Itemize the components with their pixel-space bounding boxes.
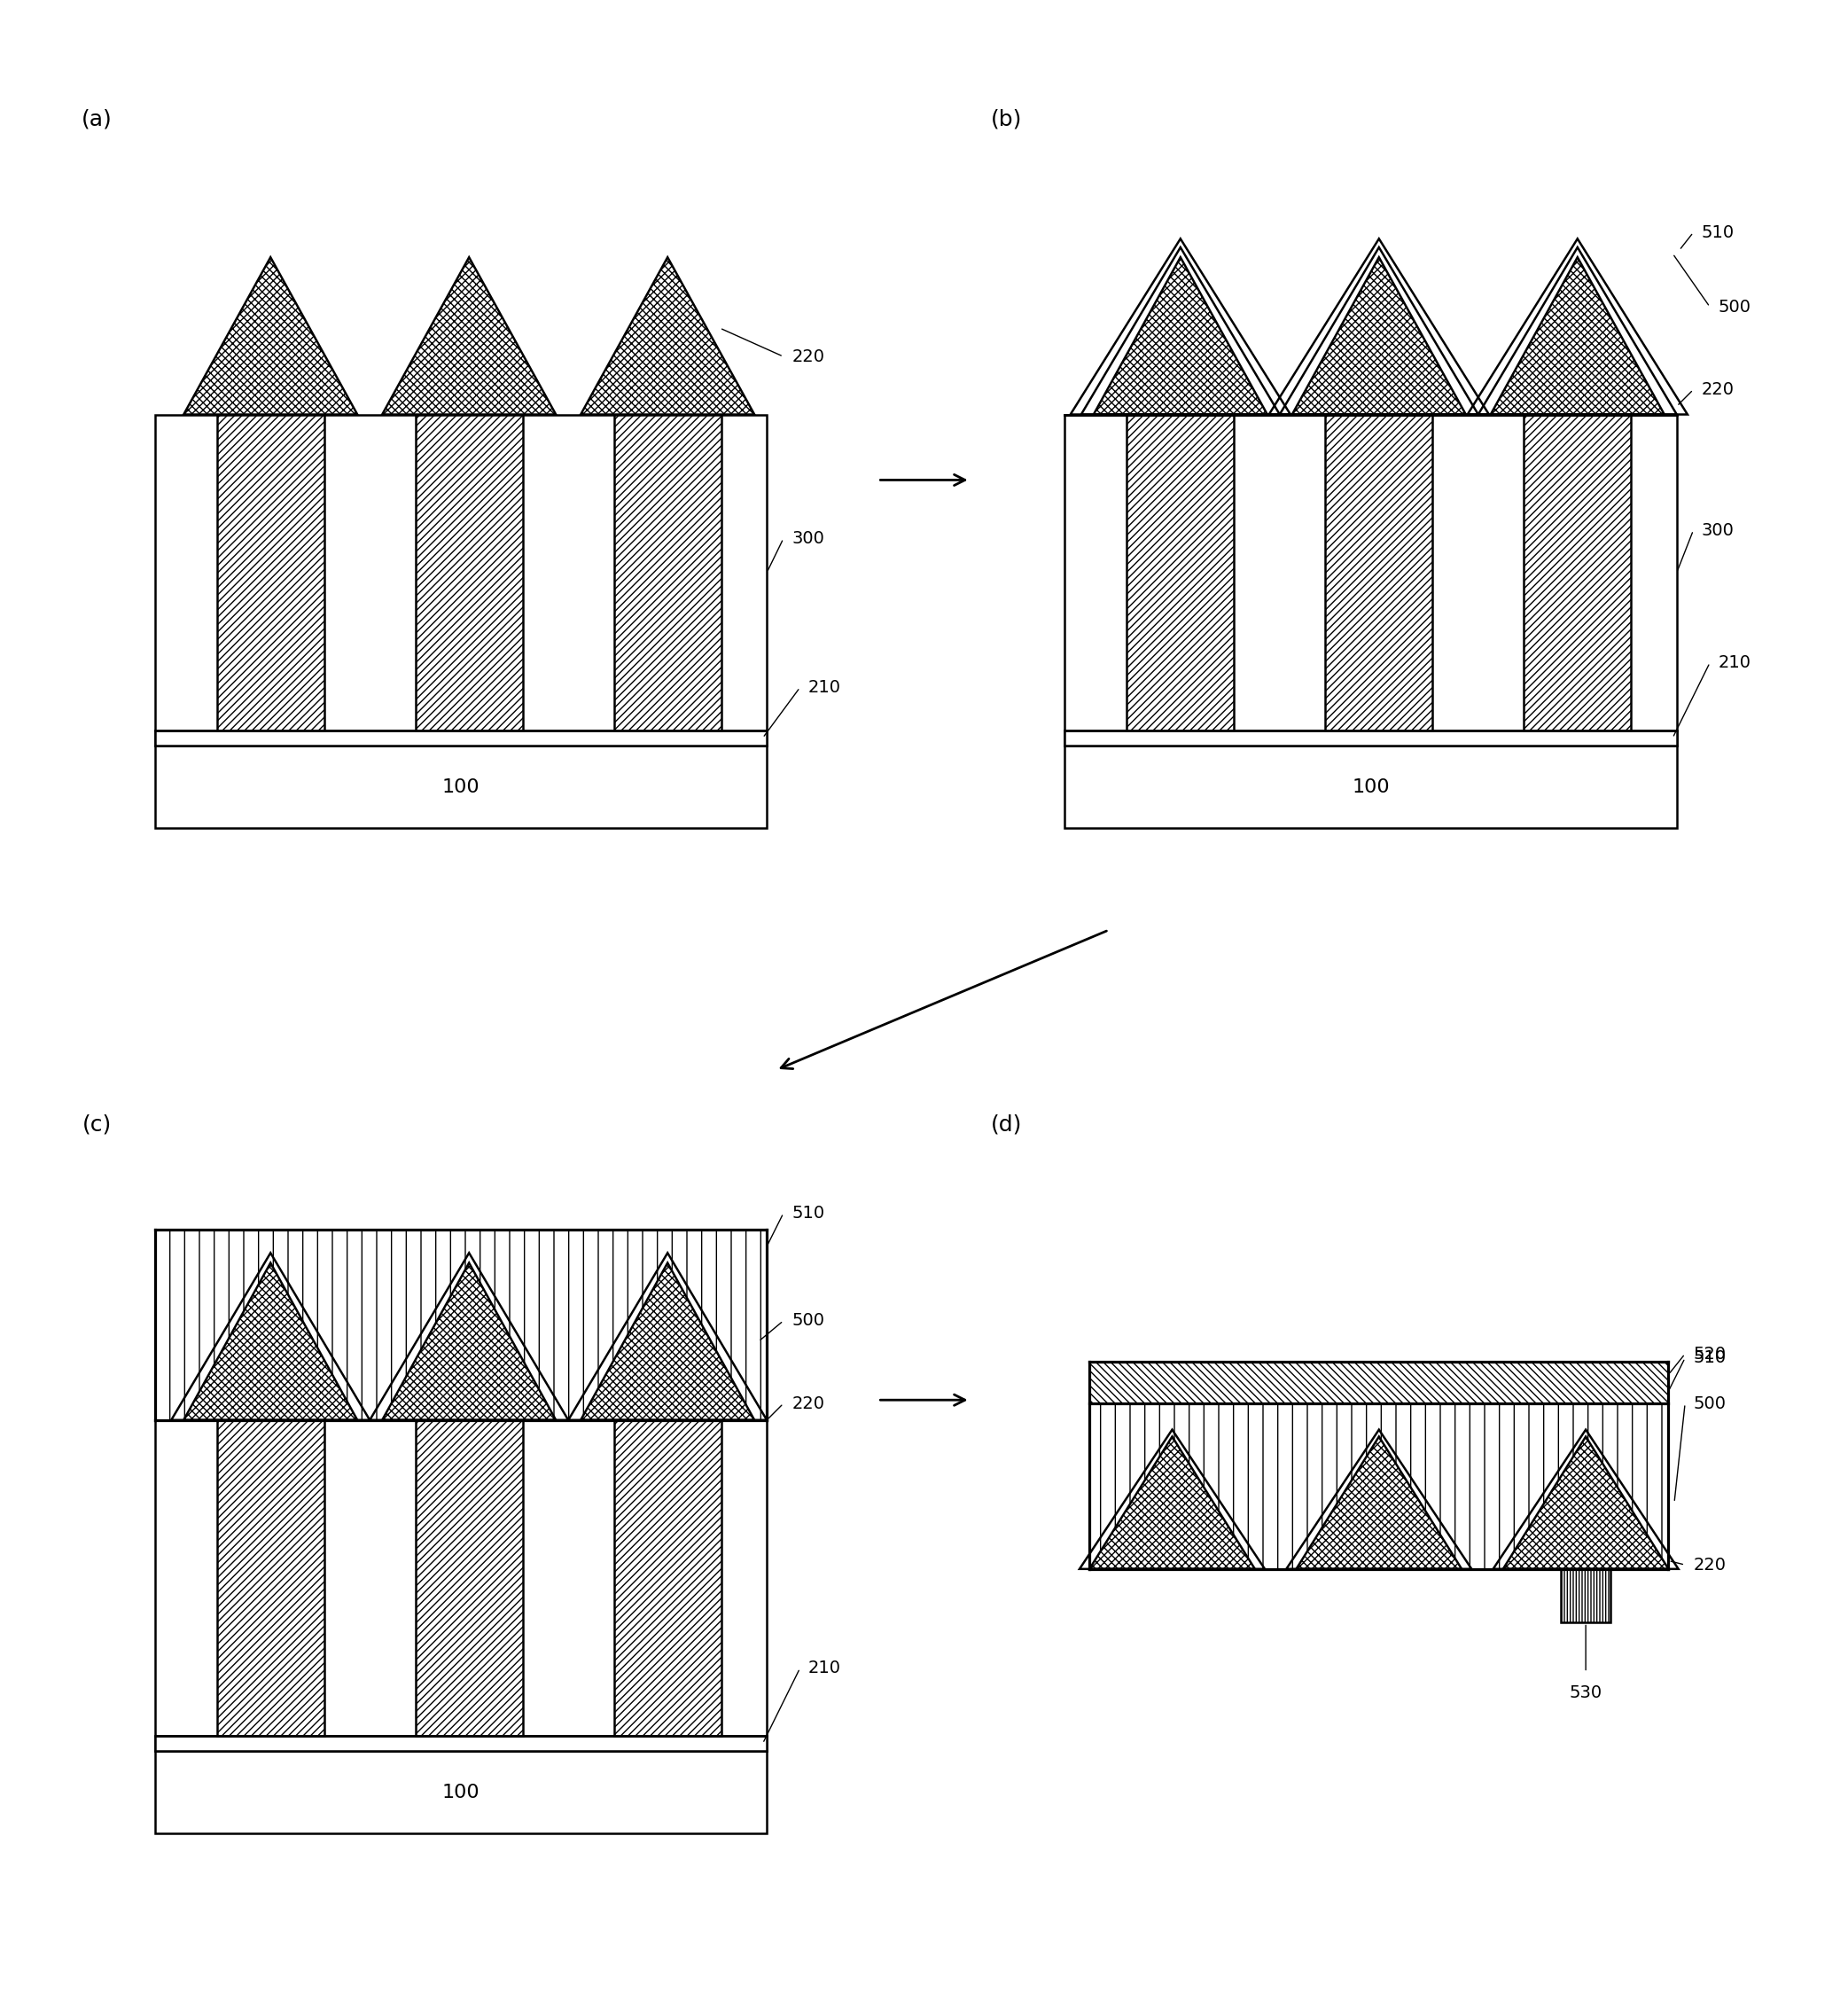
Text: 100: 100 — [442, 778, 480, 796]
Polygon shape — [1295, 1436, 1462, 1568]
Bar — [1127, 414, 1234, 730]
Bar — [416, 1420, 523, 1736]
Text: 500: 500 — [1693, 1396, 1726, 1412]
Bar — [155, 1752, 767, 1834]
Polygon shape — [183, 1262, 357, 1420]
Polygon shape — [183, 258, 357, 414]
Text: 520: 520 — [1693, 1346, 1726, 1362]
Bar — [155, 414, 767, 746]
Text: 300: 300 — [791, 530, 824, 548]
Text: 300: 300 — [1702, 522, 1733, 538]
Polygon shape — [1502, 1436, 1669, 1568]
Bar — [216, 1420, 323, 1736]
Text: 500: 500 — [791, 1312, 824, 1330]
Bar — [614, 1420, 721, 1736]
Text: 510: 510 — [1702, 224, 1735, 240]
Text: 510: 510 — [1693, 1350, 1726, 1366]
Text: 220: 220 — [791, 348, 824, 364]
Text: 500: 500 — [1719, 298, 1750, 316]
Text: 100: 100 — [1351, 778, 1390, 796]
Bar — [1525, 414, 1632, 730]
Text: 220: 220 — [1702, 382, 1735, 398]
Bar — [155, 1736, 767, 1752]
Text: 510: 510 — [791, 1204, 824, 1222]
Text: (d): (d) — [991, 1114, 1022, 1136]
Text: 530: 530 — [1569, 1684, 1602, 1702]
Text: 210: 210 — [1719, 654, 1750, 672]
Bar — [1090, 1404, 1669, 1568]
Bar — [155, 1230, 767, 1420]
Bar — [614, 414, 721, 730]
Polygon shape — [383, 258, 556, 414]
Polygon shape — [383, 1262, 556, 1420]
Text: 220: 220 — [1693, 1556, 1726, 1574]
Bar — [1064, 746, 1676, 828]
Bar — [155, 730, 767, 746]
Text: 210: 210 — [808, 1660, 841, 1676]
Bar — [1064, 730, 1676, 746]
Text: 210: 210 — [808, 680, 841, 696]
Bar — [1064, 414, 1676, 746]
Bar — [416, 414, 523, 730]
Text: (b): (b) — [991, 108, 1022, 130]
Polygon shape — [1094, 258, 1268, 414]
Polygon shape — [1292, 258, 1465, 414]
Polygon shape — [1491, 258, 1665, 414]
Bar — [155, 1420, 767, 1752]
Polygon shape — [1090, 1436, 1255, 1568]
Bar — [1090, 1362, 1669, 1404]
Polygon shape — [580, 1262, 754, 1420]
Bar — [155, 746, 767, 828]
Bar — [1562, 1568, 1611, 1622]
Bar — [1325, 414, 1432, 730]
Text: (a): (a) — [81, 108, 113, 130]
Text: 100: 100 — [442, 1784, 480, 1802]
Bar — [216, 414, 323, 730]
Text: 220: 220 — [791, 1396, 824, 1412]
Text: (c): (c) — [81, 1114, 111, 1136]
Polygon shape — [580, 258, 754, 414]
